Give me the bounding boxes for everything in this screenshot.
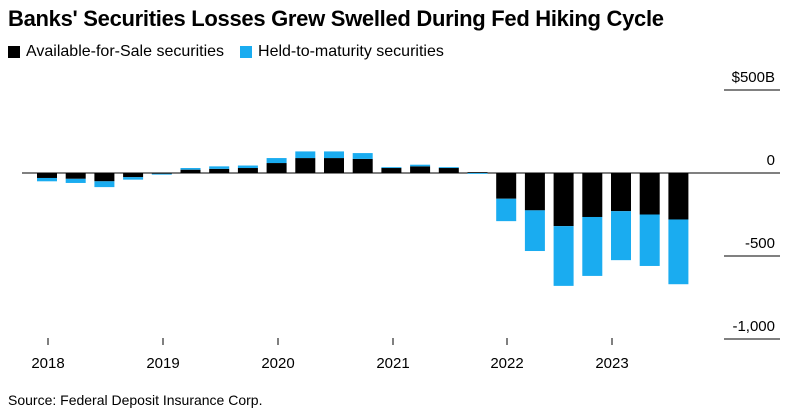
bar-afs xyxy=(37,173,57,178)
bar-htm xyxy=(237,165,258,169)
bar-htm xyxy=(324,151,344,159)
bar-afs xyxy=(151,173,172,174)
bar-afs xyxy=(496,173,517,199)
bar-htm xyxy=(37,177,57,182)
bar-afs xyxy=(410,166,431,173)
bar-htm xyxy=(467,173,488,174)
bar-afs xyxy=(639,173,660,215)
bar-htm xyxy=(611,211,631,261)
bar-htm xyxy=(524,210,545,252)
x-tick-label: 2019 xyxy=(146,355,179,372)
bar-afs xyxy=(582,173,603,217)
bar-afs xyxy=(295,158,316,173)
bar-htm xyxy=(410,164,431,167)
bar-afs xyxy=(324,158,344,173)
y-tick-label: 0 xyxy=(767,152,775,169)
x-tick-label: 2023 xyxy=(595,355,628,372)
source-note: Source: Federal Deposit Insurance Corp. xyxy=(8,392,263,408)
chart-title: Banks' Securities Losses Grew Swelled Du… xyxy=(8,6,664,31)
bar-htm xyxy=(352,153,373,159)
bar-afs xyxy=(94,173,115,182)
bar-htm xyxy=(65,178,86,183)
x-tick-label: 2022 xyxy=(490,355,523,372)
bar-htm xyxy=(94,181,115,188)
legend-label-afs: Available-for-Sale securities xyxy=(26,43,225,60)
bar-htm xyxy=(496,198,517,222)
bar-afs xyxy=(467,172,488,173)
legend-item-htm: Held-to-maturity securities xyxy=(240,43,444,61)
bar-afs xyxy=(668,173,689,220)
legend-swatch-afs xyxy=(8,46,20,58)
bar-htm xyxy=(438,167,459,169)
bar-afs xyxy=(65,173,86,179)
bar-afs xyxy=(237,168,258,173)
bar-htm xyxy=(151,173,172,175)
bar-htm xyxy=(668,219,689,285)
bar-afs xyxy=(438,168,459,173)
x-tick-label: 2021 xyxy=(376,355,409,372)
x-tick-label: 2020 xyxy=(261,355,294,372)
bar-htm xyxy=(295,151,316,159)
bar-afs xyxy=(266,163,287,173)
bar-htm xyxy=(553,226,574,286)
legend: Available-for-Sale securities Held-to-ma… xyxy=(8,43,460,61)
bar-htm xyxy=(266,158,287,164)
y-tick-label: -500 xyxy=(745,235,775,252)
bar-afs xyxy=(123,173,144,178)
y-tick-label: $500B xyxy=(732,69,775,86)
bar-htm xyxy=(180,168,201,170)
bar-afs xyxy=(352,158,373,173)
bar-htm xyxy=(381,167,402,169)
bar-htm xyxy=(639,214,660,266)
bar-afs xyxy=(180,169,201,173)
bar-htm xyxy=(123,177,144,180)
bar-afs xyxy=(553,173,574,227)
bar-afs xyxy=(524,173,545,211)
bar-htm xyxy=(582,216,603,276)
bar-afs xyxy=(611,173,631,212)
legend-item-afs: Available-for-Sale securities xyxy=(8,43,224,61)
y-tick-label: -1,000 xyxy=(732,318,775,335)
legend-swatch-htm xyxy=(240,46,253,58)
legend-label-htm: Held-to-maturity securities xyxy=(258,43,444,60)
bar-htm xyxy=(209,166,230,169)
x-tick-label: 2018 xyxy=(31,355,64,372)
bar-afs xyxy=(209,168,230,173)
bar-afs xyxy=(381,168,402,173)
